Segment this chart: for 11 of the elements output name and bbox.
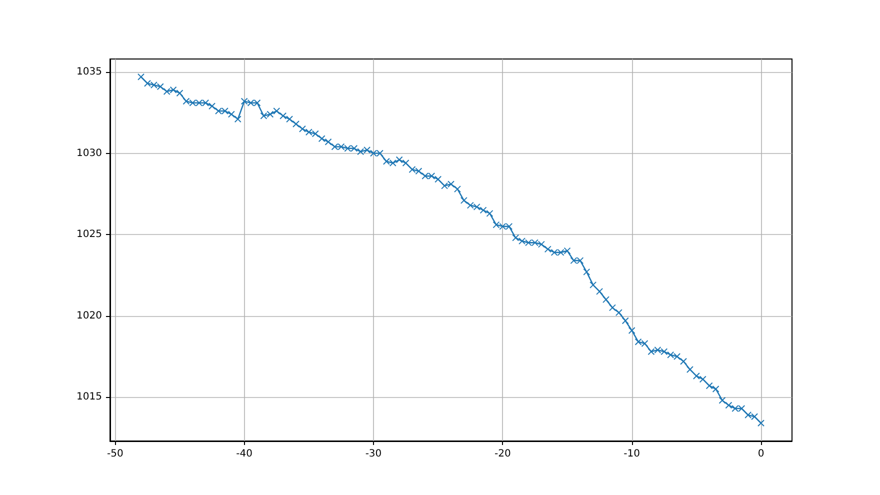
y-tick-label: 1030 [76, 148, 102, 159]
x-tick-label: -40 [236, 448, 253, 460]
x-tick-label: -50 [106, 448, 124, 460]
y-tick-label: 1025 [76, 229, 102, 240]
y-tick-label: 1015 [76, 392, 102, 403]
x-tick-label: -20 [494, 448, 511, 460]
y-tick-label: 1035 [76, 66, 102, 78]
y-tick-label: 1020 [76, 310, 102, 322]
x-tick-label: 0 [758, 448, 764, 460]
x-tick-label: -10 [624, 448, 640, 460]
x-tick-label: -30 [365, 448, 382, 460]
